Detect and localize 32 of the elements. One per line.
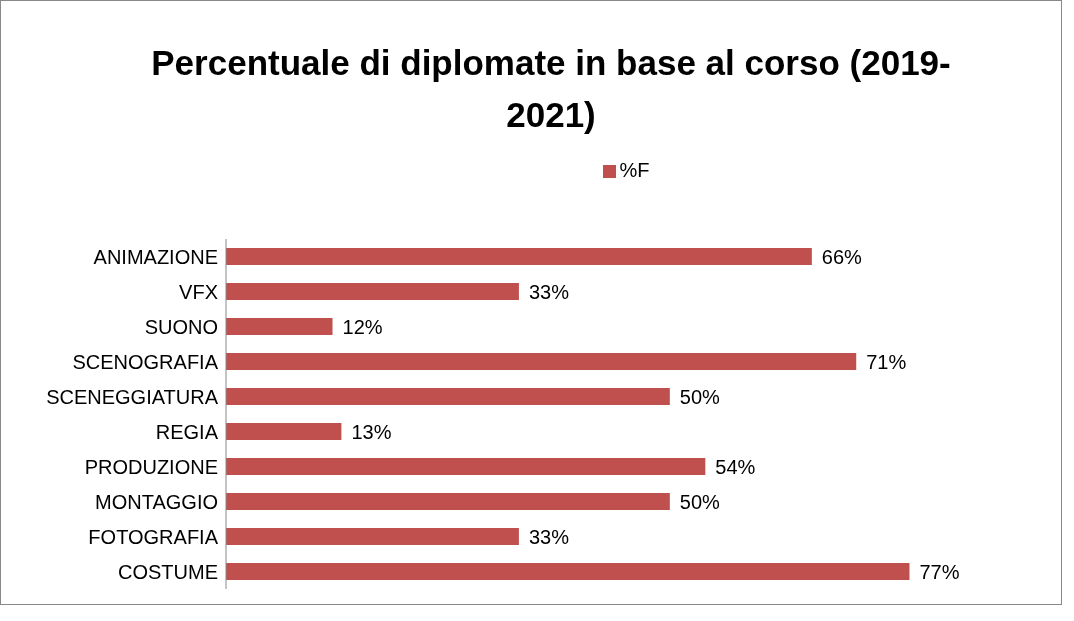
bar (226, 318, 333, 335)
bar (226, 423, 342, 440)
data-label: 50% (679, 490, 721, 513)
data-label: 13% (351, 420, 392, 443)
data-label: 33% (528, 525, 570, 548)
y-tick-label: REGIA (155, 420, 219, 443)
y-tick-label: FOTOGRAFIA (88, 525, 219, 548)
y-tick-label: PRODUZIONE (84, 455, 218, 478)
bar (226, 493, 670, 510)
chart-title: Percentuale di diplomate in base al corso (2019-2021) (150, 42, 952, 136)
data-label: 71% (866, 350, 907, 373)
bar (226, 528, 519, 545)
y-tick-label: SCENEGGIATURA (46, 385, 219, 408)
bar (226, 563, 910, 580)
data-label: 54% (715, 455, 756, 478)
bar (226, 248, 812, 265)
bar (226, 388, 670, 405)
y-tick-label: VFX (179, 280, 218, 303)
legend-label: %F (619, 159, 650, 181)
bar (226, 458, 706, 475)
bar (226, 353, 857, 370)
y-tick-label: COSTUME (118, 560, 218, 583)
y-tick-label: ANIMAZIONE (93, 245, 218, 268)
y-tick-label: SUONO (144, 315, 218, 338)
data-label: 12% (342, 315, 383, 338)
y-tick-label: MONTAGGIO (95, 490, 218, 513)
data-label: 33% (528, 280, 570, 303)
y-tick-label: SCENOGRAFIA (72, 350, 219, 373)
data-label: 50% (679, 385, 721, 408)
bar (226, 283, 519, 300)
data-label: 66% (821, 245, 863, 268)
data-label: 77% (919, 560, 960, 583)
